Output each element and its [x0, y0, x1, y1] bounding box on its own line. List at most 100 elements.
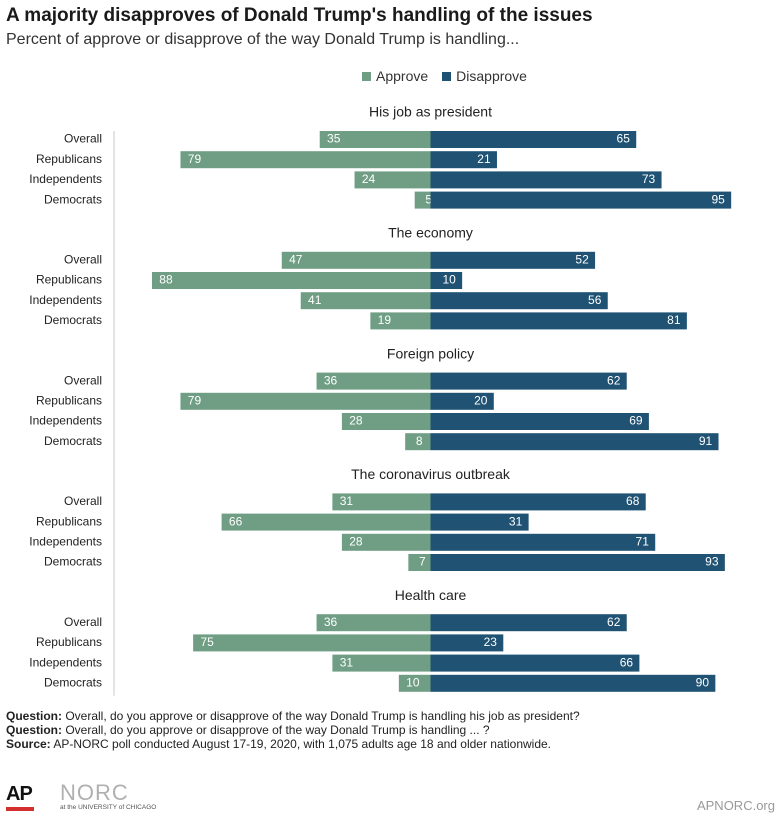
- approve-value-label: 35: [327, 132, 341, 146]
- approve-bar: [398, 674, 431, 692]
- disapprove-swatch-icon: [442, 71, 452, 81]
- category-label: Overall: [64, 373, 102, 387]
- approve-bar: [405, 433, 431, 451]
- category-label: Democrats: [44, 434, 102, 448]
- approve-bar: [193, 634, 431, 652]
- approve-value-label: 79: [188, 152, 202, 166]
- category-label: Republicans: [36, 514, 102, 528]
- disapprove-value-label: 62: [607, 373, 621, 387]
- category-label: Overall: [64, 615, 102, 629]
- category-label: Democrats: [44, 555, 102, 569]
- legend: Approve Disapprove: [362, 68, 527, 84]
- disapprove-bar: [430, 191, 732, 209]
- disapprove-value-label: 65: [617, 132, 631, 146]
- category-label: Independents: [29, 655, 102, 669]
- disapprove-bar: [430, 151, 497, 169]
- disapprove-bar: [430, 513, 529, 531]
- approve-bar: [332, 493, 431, 511]
- approve-value-label: 28: [349, 414, 363, 428]
- approve-value-label: 36: [324, 615, 338, 629]
- disapprove-bar: [430, 171, 662, 189]
- legend-item-disapprove: Disapprove: [442, 68, 527, 84]
- note-question-1-text: Overall, do you approve or disapprove of…: [62, 709, 580, 723]
- category-label: Democrats: [44, 313, 102, 327]
- disapprove-value-label: 73: [642, 172, 656, 186]
- norc-logo: NORC at the UNIVERSITY of CHICAGO: [60, 780, 156, 811]
- approve-value-label: 66: [229, 514, 243, 528]
- disapprove-value-label: 52: [575, 252, 589, 266]
- group-title: The coronavirus outbreak: [351, 466, 511, 482]
- note-source-label: Source:: [6, 737, 51, 751]
- group-title: Foreign policy: [387, 345, 474, 361]
- approve-bar: [354, 171, 431, 189]
- approve-bar: [319, 131, 431, 148]
- ap-logo-bar: [6, 807, 34, 811]
- approve-value-label: 31: [340, 494, 354, 508]
- approve-bar: [281, 251, 431, 269]
- approve-value-label: 28: [349, 534, 363, 548]
- ap-logo: AP: [6, 783, 34, 811]
- group-title: Health care: [395, 587, 467, 603]
- disapprove-bar: [430, 292, 608, 310]
- group-title: The economy: [388, 225, 473, 241]
- ap-logo-text: AP: [6, 783, 33, 805]
- disapprove-value-label: 20: [474, 393, 488, 407]
- diverging-bar-chart: His job as president Overall 35 65 Republica…: [29, 104, 732, 696]
- disapprove-bar: [430, 654, 640, 672]
- disapprove-value-label: 90: [696, 675, 710, 689]
- category-label: Independents: [29, 414, 102, 428]
- disapprove-value-label: 62: [607, 615, 621, 629]
- disapprove-value-label: 23: [484, 635, 498, 649]
- approve-bar: [341, 413, 431, 430]
- approve-bar: [180, 151, 431, 169]
- disapprove-bar: [430, 554, 725, 571]
- disapprove-bar: [430, 614, 627, 632]
- approve-bar: [316, 372, 431, 390]
- disapprove-bar: [430, 312, 687, 330]
- approve-value-label: 41: [308, 293, 322, 307]
- disapprove-bar: [430, 413, 649, 430]
- category-label: Independents: [29, 172, 102, 186]
- disapprove-value-label: 81: [667, 313, 681, 327]
- category-label: Republicans: [36, 393, 102, 407]
- norc-logo-text: NORC: [60, 780, 129, 805]
- approve-value-label: 75: [200, 635, 214, 649]
- approve-bar: [341, 533, 431, 551]
- note-source-text: AP-NORC poll conducted August 17-19, 202…: [50, 737, 552, 751]
- approve-bar: [151, 272, 431, 289]
- note-question-2-label: Question:: [6, 723, 62, 737]
- approve-value-label: 8: [416, 434, 423, 448]
- approve-value-label: 19: [378, 313, 392, 327]
- chart-subtitle: Percent of approve or disapprove of the …: [6, 31, 520, 48]
- approve-bar: [316, 614, 431, 632]
- disapprove-bar: [430, 674, 716, 692]
- disapprove-value-label: 71: [636, 534, 650, 548]
- note-question-1: Question: Overall, do you approve or dis…: [6, 709, 580, 723]
- disapprove-bar: [430, 272, 463, 289]
- disapprove-value-label: 66: [620, 655, 634, 669]
- norc-logo-subtext: at the UNIVERSITY of CHICAGO: [60, 804, 157, 811]
- legend-disapprove-label: Disapprove: [456, 68, 527, 84]
- category-label: Overall: [64, 132, 102, 146]
- category-label: Overall: [64, 494, 102, 508]
- chart-title: A majority disapproves of Donald Trump's…: [6, 5, 593, 26]
- approve-bar: [180, 392, 431, 410]
- approve-swatch-icon: [362, 71, 371, 81]
- disapprove-value-label: 21: [477, 152, 491, 166]
- approve-bar: [370, 312, 431, 330]
- disapprove-value-label: 56: [588, 293, 602, 307]
- credit-text: APNORC.org: [696, 798, 775, 813]
- category-label: Independents: [29, 293, 102, 307]
- approve-bar: [221, 513, 431, 531]
- legend-item-approve: Approve: [362, 68, 428, 84]
- category-label: Democrats: [44, 192, 102, 206]
- disapprove-value-label: 68: [626, 494, 640, 508]
- disapprove-bar: [430, 131, 637, 148]
- disapprove-bar: [430, 251, 596, 269]
- disapprove-bar: [430, 392, 494, 410]
- group-title: His job as president: [369, 104, 492, 120]
- category-label: Republicans: [36, 635, 102, 649]
- legend-approve-label: Approve: [376, 68, 429, 84]
- category-label: Republicans: [36, 273, 102, 287]
- approve-bar: [300, 292, 431, 310]
